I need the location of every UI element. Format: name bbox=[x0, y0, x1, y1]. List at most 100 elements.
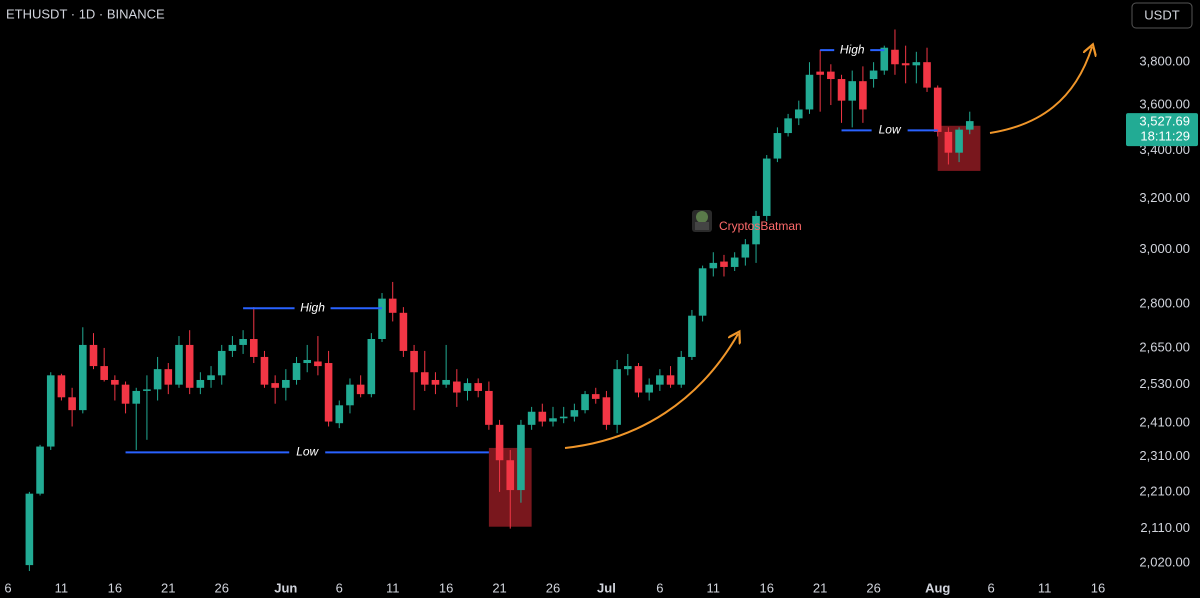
x-tick-label: 11 bbox=[1038, 580, 1052, 595]
watermark-icon bbox=[692, 210, 712, 232]
candle-body bbox=[260, 356, 269, 385]
x-tick-label: 6 bbox=[656, 580, 663, 595]
candle-body bbox=[859, 81, 867, 110]
candle-body bbox=[314, 361, 322, 367]
candle-body bbox=[741, 244, 750, 258]
candle-body bbox=[901, 63, 910, 66]
candle-body bbox=[25, 493, 34, 566]
candle-body bbox=[356, 384, 365, 395]
candle-body bbox=[346, 384, 354, 406]
candle-body bbox=[517, 424, 525, 491]
level-label-bg bbox=[834, 42, 871, 59]
candle-body bbox=[388, 298, 397, 313]
currency-button[interactable] bbox=[1131, 2, 1193, 29]
candle-body bbox=[36, 446, 44, 494]
candle-body bbox=[837, 79, 846, 101]
candle-body bbox=[666, 375, 675, 385]
candle-body bbox=[805, 74, 814, 110]
plot-layer: High Low High Low bbox=[25, 29, 981, 572]
candle-body bbox=[474, 383, 482, 391]
candle-body bbox=[249, 339, 258, 357]
x-tick-label: 26 bbox=[866, 580, 880, 595]
trend-arrow bbox=[564, 334, 738, 449]
candle-body bbox=[378, 298, 386, 340]
candle-body bbox=[132, 390, 141, 404]
candle-body bbox=[869, 70, 878, 80]
candle-body bbox=[773, 133, 782, 159]
candle-body bbox=[794, 109, 803, 119]
candle-body bbox=[549, 418, 557, 422]
y-tick-label: 2,650.00 bbox=[1139, 339, 1190, 354]
x-tick-label: 16 bbox=[108, 580, 122, 595]
level-label: Low bbox=[296, 445, 319, 459]
y-tick-label: 3,600.00 bbox=[1139, 96, 1190, 111]
x-tick-label: 26 bbox=[546, 580, 560, 595]
y-tick-label: 3,800.00 bbox=[1139, 54, 1190, 69]
level-label-bg bbox=[289, 444, 326, 461]
candle-body bbox=[527, 411, 536, 425]
candle-body bbox=[677, 356, 686, 385]
candle-body bbox=[175, 344, 183, 385]
last-price-tag bbox=[1126, 113, 1198, 147]
candle-body bbox=[46, 375, 55, 447]
candle-body bbox=[495, 424, 504, 461]
x-tick-label: 11 bbox=[55, 580, 69, 595]
candle-body bbox=[463, 383, 472, 391]
candle-body bbox=[271, 383, 279, 388]
candle-body bbox=[613, 369, 621, 425]
currency-button-label[interactable]: USDT bbox=[1144, 7, 1179, 22]
candle-body bbox=[827, 71, 835, 80]
level-label-bg bbox=[294, 300, 331, 317]
candle-body bbox=[196, 379, 205, 388]
candle-body bbox=[111, 379, 119, 385]
countdown: 18:11:29 bbox=[1140, 129, 1190, 144]
candle-body bbox=[634, 366, 643, 393]
x-tick-label: 21 bbox=[813, 580, 827, 595]
candle-body bbox=[121, 384, 130, 404]
last-price: 3,527.69 bbox=[1139, 114, 1190, 129]
y-tick-label: 3,200.00 bbox=[1139, 190, 1190, 205]
candle-body bbox=[68, 397, 76, 411]
candle-body bbox=[933, 87, 942, 132]
x-tick-label: 16 bbox=[1091, 580, 1105, 595]
candle-body bbox=[965, 121, 974, 130]
y-tick-label: 2,020.00 bbox=[1139, 555, 1190, 570]
candle-body bbox=[292, 363, 301, 380]
x-tick-label: 16 bbox=[759, 580, 773, 595]
candle-body bbox=[752, 215, 760, 245]
candle-body bbox=[570, 410, 579, 417]
candle-body bbox=[239, 339, 247, 345]
x-tick-label: Aug bbox=[925, 580, 950, 595]
candle-body bbox=[485, 390, 493, 425]
x-tick-label: Jul bbox=[597, 580, 616, 595]
candle-body bbox=[282, 379, 290, 388]
candle-body bbox=[442, 379, 450, 385]
candle-body bbox=[944, 131, 953, 153]
candle-body bbox=[367, 339, 376, 395]
x-tick-label: Jun bbox=[274, 580, 297, 595]
candle-body bbox=[581, 394, 589, 411]
candle-body bbox=[228, 344, 237, 351]
x-tick-label: 16 bbox=[439, 580, 453, 595]
candle-body bbox=[57, 375, 66, 398]
candle-body bbox=[709, 262, 718, 269]
y-tick-label: 2,210.00 bbox=[1139, 483, 1190, 498]
y-tick-label: 2,800.00 bbox=[1139, 296, 1190, 311]
candle-body bbox=[89, 344, 98, 367]
candle-body bbox=[453, 381, 461, 393]
x-tick-label: 11 bbox=[707, 580, 721, 595]
y-tick-label: 2,110.00 bbox=[1140, 520, 1190, 535]
level-label-bg bbox=[871, 122, 908, 139]
candle-body bbox=[923, 62, 931, 88]
candle-body bbox=[324, 363, 333, 422]
symbol-header: ETHUSDT · 1D · BINANCE bbox=[6, 6, 165, 21]
level-label: High bbox=[300, 300, 325, 314]
candle-body bbox=[688, 315, 696, 357]
y-tick-label: 2,530.00 bbox=[1139, 376, 1190, 391]
candle-body bbox=[912, 62, 921, 66]
watermark: CryptosBatman bbox=[719, 219, 802, 233]
candle-body bbox=[656, 375, 664, 385]
candle-body bbox=[880, 47, 889, 71]
